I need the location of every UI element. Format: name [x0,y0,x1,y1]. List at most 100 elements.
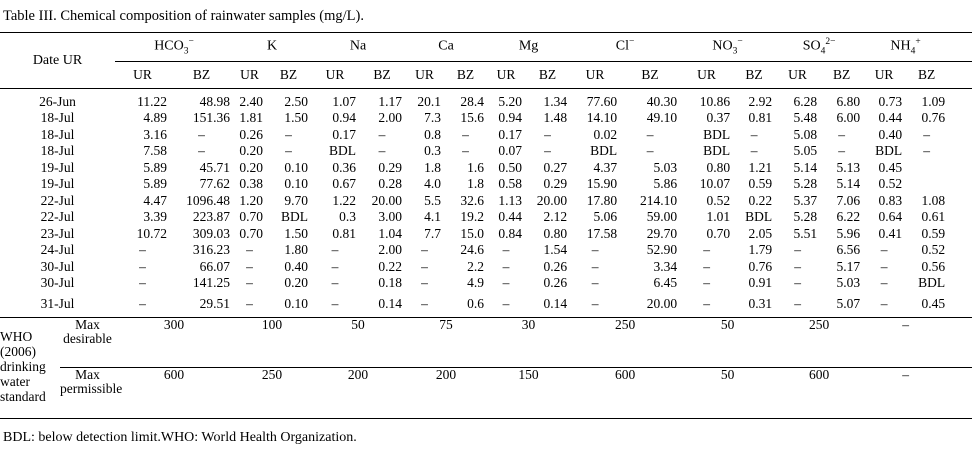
value-cell: 6.80 [836,93,861,109]
value-cell: 0.20 [284,275,309,291]
subheader-ur-no3: UR [680,61,734,89]
value-cell: 0.8 [424,126,442,142]
max-permissible-label: Max permissible [60,366,123,397]
value-cell: BDL [745,209,773,225]
ion-symbol: Ca [438,38,454,54]
ion-subscript: 3 [183,46,189,57]
who-value-cell: 75 [405,317,488,368]
value-cell: 28.4 [460,93,485,109]
ion-symbol: Mg [518,38,539,54]
ion-subscript: 4 [820,46,826,57]
who-value-cell: 50 [680,317,776,368]
value-cell: 5.03 [836,275,861,291]
subheader-bz-cl: BZ [620,61,681,89]
value-cell: 0.20 [239,159,264,175]
column-header-mg: Mg [487,32,571,62]
value-cell: 77.60 [586,93,618,109]
value-cell: 0.22 [378,258,403,274]
spacer [948,160,972,177]
value-cell: 5.89 [143,159,168,175]
value-cell: 0.73 [878,93,903,109]
value-cell [905,160,948,177]
value-cell: 4.9 [467,275,485,291]
spacer [948,210,972,227]
value-cell: 1096.48 [186,192,231,208]
value-cell: 9.70 [284,192,309,208]
subheader-ur-so4: UR [775,61,821,89]
value-cell: 4.89 [143,110,168,126]
date-cell: 23-Jul [40,225,75,241]
table-row: 18-Jul 4.89 151.36 1.81 1.50 0.94 2.00 7.3 15.6 0… [0,111,972,128]
value-cell: 5.13 [836,159,861,175]
value-cell: 20.00 [620,292,681,318]
value-cell: 2.2 [467,258,485,274]
value-cell: 3.00 [378,209,403,225]
value-cell: – [285,143,292,159]
who-value-cell: 50 [720,366,735,382]
value-cell: 0.18 [378,275,403,291]
value-cell: 0.20 [239,143,264,159]
column-header-k: K [233,32,312,62]
value-cell: – [233,292,267,318]
who-standard-section: WHO (2006) drinking water standard Max d… [0,317,972,418]
value-cell: 0.26 [543,275,568,291]
table-row: 31-Jul –29.51–0.10–0.14–0.6–0.14–20.00–0.… [0,292,972,318]
column-header-cl: Cl− [570,32,681,62]
value-cell: BDL [875,143,903,159]
value-cell: 0.52 [878,176,903,192]
who-value-cell: 200 [347,366,369,382]
value-cell: 1.17 [378,93,403,109]
value-cell: 1.54 [543,242,568,258]
value-cell: 7.06 [836,192,861,208]
spacer [948,111,972,128]
value-cell: 2.50 [284,93,309,109]
who-value-cell: 300 [115,317,234,368]
value-cell: 0.94 [332,110,357,126]
value-cell: 0.22 [748,192,773,208]
who-max-permissible-row: Max permissible 600 250 200 200 150 600 50 600 – [0,367,972,418]
subheader-ur-cl: UR [570,61,621,89]
date-cell: 19-Jul [40,176,75,192]
value-cell: 20.00 [536,192,568,208]
value-cell: BDL [590,143,618,159]
value-cell: BDL [281,209,309,225]
value-cell: 0.26 [543,258,568,274]
value-cell: 52.90 [646,242,678,258]
value-cell: 0.80 [706,159,731,175]
value-cell: – [750,143,758,159]
value-cell: 0.10 [284,159,309,175]
header-sub-row: UR BZ UR BZ UR BZ UR BZ UR BZ UR BZ UR BZ UR BZ UR BZ [0,61,972,89]
value-cell: 0.40 [284,258,309,274]
table-row: 24-Jul –316.23–1.80–2.00–24.6–1.54–52.90–… [0,243,972,260]
value-cell: 2.40 [239,93,264,109]
value-cell: 14.10 [586,110,618,126]
value-cell: 17.58 [586,225,618,241]
value-cell: 0.61 [921,209,946,225]
value-cell: – [198,143,205,159]
sample-rows: 26-Jun 11.22 48.98 2.40 2.50 1.07 1.17 20.1 28.4… [0,89,972,318]
date-cell: 30-Jul [40,275,75,291]
value-cell: 6.22 [836,209,861,225]
value-cell: – [544,143,551,159]
value-cell: 10.72 [136,225,168,241]
value-cell: 1.6 [467,159,485,175]
value-cell: 40.30 [646,93,678,109]
value-cell: 0.76 [921,110,946,126]
value-cell: 0.52 [706,192,731,208]
subheader-bz-ca: BZ [444,61,488,89]
value-cell: – [775,292,821,318]
who-value-cell: 250 [570,317,681,368]
value-cell: 316.23 [192,242,231,258]
value-cell: – [880,242,888,258]
value-cell: 4.0 [424,176,442,192]
who-standard-label: WHO (2006) drinking water standard [0,329,46,404]
subheader-bz-hco3: BZ [170,61,234,89]
value-cell: 5.96 [836,225,861,241]
spacer [948,177,972,194]
column-header-ca: Ca [405,32,488,62]
date-cell: 22-Jul [40,209,75,225]
ion-superscript: + [915,37,921,48]
value-cell: 7.58 [143,143,168,159]
value-cell: BDL [329,143,357,159]
value-cell: 2.92 [748,93,773,109]
